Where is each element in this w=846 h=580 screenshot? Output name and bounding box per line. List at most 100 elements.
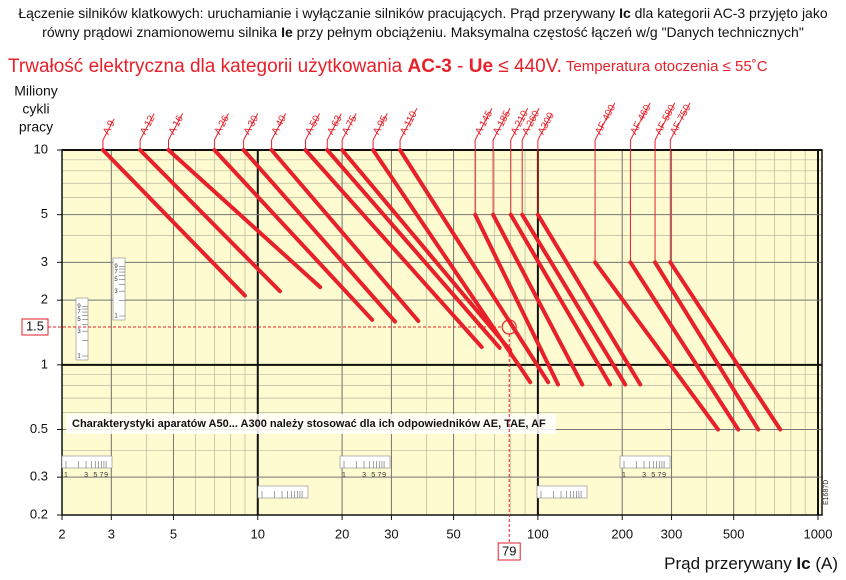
mini-ruler-label: 3 <box>114 289 118 295</box>
mini-ruler-label: 7 <box>378 472 382 479</box>
mini-ruler-label: 9 <box>382 472 386 479</box>
label-underline <box>102 118 115 141</box>
text-segment: ≤ 440V. <box>493 56 562 77</box>
note-background <box>66 414 556 434</box>
text-segment: Ic <box>619 5 631 21</box>
marker-x-label: 79 <box>502 543 516 558</box>
label-underline <box>139 113 155 141</box>
mini-ruler-label: 5 <box>77 317 81 323</box>
series-line <box>593 260 721 432</box>
label-underline <box>521 107 540 141</box>
label-underline <box>305 113 321 141</box>
label-underline <box>510 107 529 141</box>
marker-box <box>21 318 49 336</box>
x-tick-label: 3 <box>108 526 115 541</box>
mini-ruler-label: 1 <box>77 354 81 360</box>
y-axis-label: cykli <box>22 101 49 117</box>
series-line <box>166 148 323 290</box>
text-segment: Ic <box>796 554 810 573</box>
mini-ruler <box>112 257 126 321</box>
chart-subtitle: Temperatura otoczenia ≤ 55˚C <box>562 58 768 75</box>
y-axis-label: Miliony <box>14 83 58 99</box>
mini-ruler-label: 1 <box>622 472 626 479</box>
label-underline <box>492 107 511 141</box>
series-line <box>473 212 561 387</box>
label-underline <box>537 113 553 141</box>
mini-ruler-label: 7 <box>100 472 104 479</box>
text-segment: Trwałość elektryczna dla kategorii użytk… <box>8 56 408 77</box>
text-segment: Ie <box>281 24 293 40</box>
mini-ruler <box>536 485 588 499</box>
mini-ruler-label: 5 <box>371 472 375 479</box>
note: Charakterystyki aparatów A50... A300 nal… <box>72 418 546 430</box>
mini-ruler-label: 7 <box>77 310 81 316</box>
label-underline <box>474 107 493 141</box>
mini-ruler-label: 3 <box>642 472 646 479</box>
series-line <box>269 148 421 323</box>
y-tick-label: 0.2 <box>30 506 48 521</box>
mini-ruler-label: 1 <box>114 314 118 320</box>
series-line <box>241 148 398 324</box>
series-line <box>628 260 741 432</box>
y-tick-label: 0.5 <box>30 421 48 436</box>
y-tick-label: 5 <box>41 206 48 221</box>
label-underline <box>243 113 259 141</box>
label-underline <box>399 107 418 141</box>
mini-ruler-label: 3 <box>362 472 366 479</box>
x-tick-label: 1000 <box>804 526 833 541</box>
mini-ruler-label: 5 <box>651 472 655 479</box>
header-line: równy prądowi znamionowemu silnika Ie pr… <box>42 24 804 40</box>
label-underline <box>372 113 388 141</box>
x-tick-label: 200 <box>611 526 633 541</box>
mini-ruler-label: 9 <box>77 304 81 310</box>
series-line <box>340 148 513 353</box>
series-line <box>508 212 613 387</box>
y-axis-label: pracy <box>19 119 53 135</box>
marker-point <box>501 319 517 335</box>
y-tick-label: 3 <box>41 254 48 269</box>
x-tick-label: 20 <box>335 526 349 541</box>
series-line <box>520 212 628 387</box>
mini-ruler <box>75 297 89 361</box>
x-tick-label: 10 <box>251 526 265 541</box>
text-segment: dla kategorii AC-3 przyjęto jako <box>631 5 828 21</box>
label-underline <box>669 102 691 141</box>
mini-ruler-label: 9 <box>104 472 108 479</box>
mini-ruler-label: 3 <box>84 472 88 479</box>
plot-area <box>62 150 822 515</box>
series-line <box>535 212 643 387</box>
x-axis-label: Prąd przerywany Ic (A) <box>664 554 838 573</box>
series-line <box>100 148 247 298</box>
text-segment: Prąd przerywany <box>664 554 796 573</box>
x-tick-label: 300 <box>661 526 683 541</box>
text-segment: AC-3 <box>408 56 452 77</box>
chart-title: Trwałość elektryczna dla kategorii użytk… <box>8 56 768 77</box>
mini-ruler-label: 9 <box>662 472 666 479</box>
label-underline <box>326 113 342 141</box>
mini-ruler-label: 9 <box>114 264 118 270</box>
mini-ruler-label: 1 <box>342 472 346 479</box>
text-segment: równy prądowi znamionowemu silnika <box>42 24 281 40</box>
text-segment: (A) <box>811 554 838 573</box>
label-underline <box>271 113 287 141</box>
x-tick-label: 100 <box>527 526 549 541</box>
mini-ruler-label: 7 <box>658 472 662 479</box>
y-tick-label: 0.3 <box>30 469 48 484</box>
mini-ruler <box>619 455 671 469</box>
mini-ruler-label: 1 <box>64 472 68 479</box>
series-line <box>371 148 533 385</box>
label-underline <box>654 102 676 141</box>
mini-ruler <box>61 455 113 469</box>
plot-frame <box>61 149 823 516</box>
series-line <box>653 260 761 432</box>
mini-ruler-label: 7 <box>114 270 118 276</box>
series-line <box>303 148 484 350</box>
series-line <box>398 148 551 385</box>
header-line: Łączenie silników klatkowych: uruchamian… <box>18 5 827 21</box>
y-tick-label: 1 <box>41 356 48 371</box>
x-tick-label: 5 <box>170 526 177 541</box>
text-segment: - <box>452 56 469 77</box>
mini-ruler <box>257 485 309 499</box>
series-line <box>668 260 783 432</box>
